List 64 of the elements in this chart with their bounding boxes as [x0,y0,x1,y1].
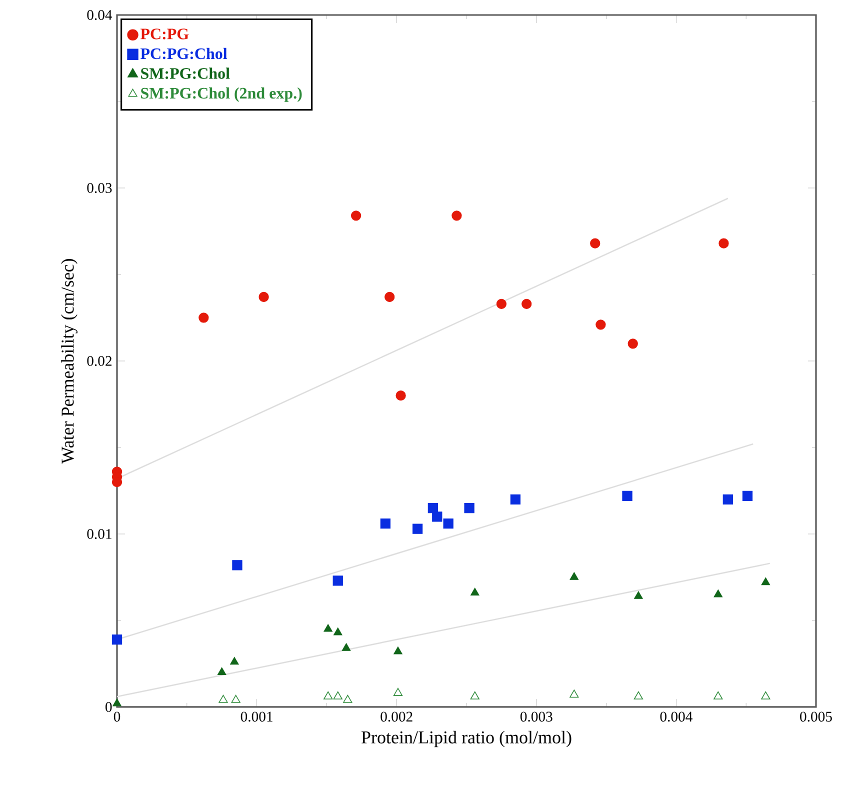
point [570,572,579,580]
y-tick-label: 0.01 [87,529,112,539]
point [112,634,122,645]
point [634,591,643,599]
point [342,643,351,651]
x-tick-label: 0.001 [240,712,272,722]
point [470,588,480,596]
point [634,691,644,700]
point [232,560,242,570]
point [742,490,753,501]
point [333,691,342,700]
point [432,512,442,522]
point [324,691,333,700]
point [394,646,402,654]
legend-label: PC:PG [140,28,189,40]
y-tick-label: 0.03 [87,183,112,193]
point [496,298,507,309]
point [452,210,462,221]
point [761,691,770,700]
y-tick-label: 0.04 [87,10,112,20]
point [412,524,423,534]
point [112,698,122,706]
point [396,390,406,401]
point [333,628,342,636]
point [343,694,352,703]
point [570,690,579,698]
point [590,238,600,248]
x-tick-label: 0.005 [800,712,832,722]
y-tick-label: 0 [106,702,112,712]
point [324,624,333,632]
point [718,238,729,248]
x-tick-label: 0 [114,712,120,722]
point [714,589,723,598]
x-tick-label: 0.002 [380,712,412,722]
x-axis-title: Protein/Lipid ratio (mol/mol) [362,730,572,748]
point [217,667,226,676]
point [350,210,362,221]
point [714,691,723,700]
point [464,502,474,514]
point [470,691,480,700]
point [628,338,638,349]
point [218,694,228,703]
point [510,494,520,504]
point [393,688,403,696]
point [384,292,395,302]
point [722,494,733,504]
point [231,694,240,703]
legend-label: SM:PG:Chol [141,68,230,79]
point [380,518,390,529]
point [622,490,632,501]
legend-label: SM:PG:Chol (2nd exp.) [141,87,302,102]
y-axis-title: Water Permeability (cm/sec) [61,259,78,464]
point [522,298,532,309]
legend-label: PC:PG:Chol [140,48,228,60]
y-tick-label: 0.02 [87,356,112,366]
point [258,292,269,302]
x-tick-label: 0.003 [520,712,552,722]
point [332,576,343,586]
point [230,656,239,665]
point [596,320,606,330]
point [198,312,209,323]
x-tick-label: 0.004 [660,712,692,722]
point [443,518,454,529]
point [761,577,770,586]
